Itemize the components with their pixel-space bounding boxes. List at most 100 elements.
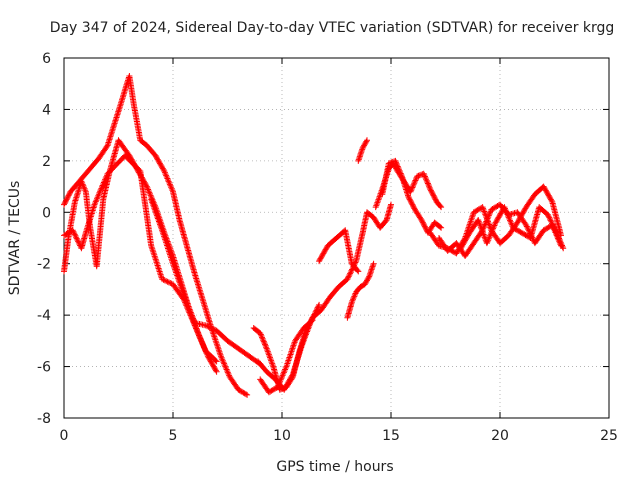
data-point (200, 343, 207, 350)
data-point (438, 224, 445, 231)
data-point (408, 185, 415, 192)
series-group (148, 196, 264, 367)
data-point (429, 190, 436, 196)
data-point (312, 310, 318, 317)
data-point (407, 188, 414, 195)
data-point (498, 209, 505, 216)
data-point (313, 307, 320, 314)
data-point (345, 273, 352, 280)
data-point (545, 211, 551, 218)
data-point (413, 176, 419, 183)
data-point (547, 217, 554, 224)
data-point (424, 179, 431, 186)
data-point (558, 241, 565, 248)
data-point (199, 339, 206, 346)
data-point (360, 143, 367, 150)
data-point (523, 223, 530, 230)
data-point (152, 152, 159, 159)
data-point (425, 181, 432, 188)
data-point (309, 317, 316, 324)
data-point (365, 274, 372, 281)
data-point (278, 375, 285, 382)
data-point (424, 180, 431, 187)
data-point (423, 177, 430, 184)
data-point (480, 231, 487, 238)
data-point (283, 382, 290, 389)
data-point (485, 235, 492, 242)
data-point (354, 267, 361, 274)
data-point (61, 201, 67, 208)
data-point (524, 224, 531, 231)
data-point (406, 196, 413, 203)
data-point (166, 181, 173, 188)
data-point (99, 183, 105, 190)
series-group (61, 73, 251, 398)
y-tick-label: 2 (42, 154, 51, 170)
data-point (406, 195, 413, 202)
data-point (551, 224, 557, 231)
data-point (312, 308, 319, 315)
data-point (282, 365, 289, 371)
data-point (508, 221, 515, 228)
data-point (72, 232, 79, 239)
data-point (179, 287, 186, 294)
data-point (202, 322, 209, 329)
data-point (548, 218, 555, 225)
data-point (548, 197, 555, 204)
data-point (370, 260, 377, 267)
data-point (220, 359, 227, 366)
data-point (458, 244, 465, 250)
data-point (394, 162, 401, 169)
data-point (259, 335, 266, 342)
data-point (186, 306, 193, 313)
data-point (493, 218, 500, 225)
data-point (344, 276, 351, 283)
data-point (363, 278, 370, 285)
data-point (161, 277, 168, 284)
y-tick-label: -2 (37, 257, 51, 273)
data-point (521, 208, 527, 214)
data-point (257, 331, 264, 338)
data-point (560, 245, 567, 252)
data-point (411, 178, 418, 185)
data-point (159, 276, 166, 283)
data-point (257, 330, 264, 337)
data-point (346, 272, 353, 278)
data-point (212, 367, 219, 374)
data-point (545, 213, 552, 220)
data-point (347, 270, 354, 277)
data-point (419, 218, 426, 225)
data-point (194, 329, 201, 336)
data-point (319, 251, 326, 258)
data-point (276, 379, 283, 386)
x-tick-label: 15 (382, 428, 400, 444)
data-point (81, 185, 88, 192)
data-point (165, 177, 171, 183)
data-point (197, 336, 204, 343)
data-point (482, 219, 489, 226)
data-point (437, 223, 444, 230)
data-point (409, 184, 416, 191)
data-point (145, 188, 152, 194)
data-point (503, 208, 510, 215)
data-point (308, 318, 315, 325)
data-point (505, 213, 512, 219)
data-point (69, 227, 76, 234)
data-point (260, 338, 267, 345)
data-point (167, 280, 174, 286)
data-point (208, 325, 215, 331)
data-point (556, 235, 563, 242)
data-point (70, 228, 77, 235)
data-point (210, 362, 216, 369)
data-point (92, 198, 99, 205)
series-group (257, 317, 316, 396)
data-point (195, 331, 202, 337)
data-point (206, 324, 213, 331)
data-point (201, 345, 208, 352)
data-point (550, 222, 557, 229)
x-tick-label: 5 (169, 428, 178, 444)
data-point (463, 235, 470, 241)
data-point (350, 296, 356, 303)
data-point (213, 368, 220, 375)
